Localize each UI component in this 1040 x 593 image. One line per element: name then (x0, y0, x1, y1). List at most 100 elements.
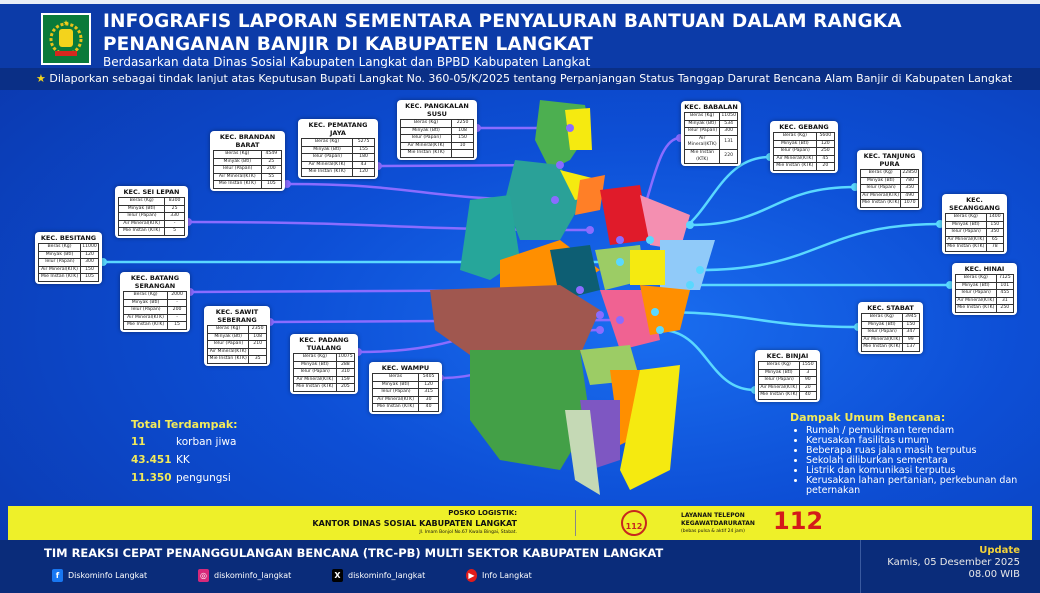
service-line1: LAYANAN TELEPON (681, 512, 745, 519)
impact-item: Rumah / pemukiman terendam (806, 426, 1040, 436)
aid-value: 347 (901, 328, 921, 337)
aid-value: 250 (815, 147, 836, 156)
connector-line (659, 328, 756, 392)
team-name: TIM REAKSI CEPAT PENANGGULANGAN BENCANA … (44, 546, 664, 560)
divider (575, 510, 576, 536)
social-facebook[interactable]: f Diskominfo Langkat (52, 569, 147, 582)
social-instagram[interactable]: ◎ diskominfo_langkat (198, 569, 291, 582)
aid-item: Mie Instan (KTK) (859, 199, 902, 208)
aid-item: Telur (Papan) (683, 127, 721, 136)
connector-dot (551, 196, 559, 204)
district-table: KEC. PEMATANG JAYA Beras (Kg) 5275 Minyak (… (298, 119, 378, 179)
aid-value: 159 (335, 375, 356, 385)
page-title: INFOGRAFIS LAPORAN SEMENTARA PENYALURAN … (103, 10, 902, 56)
aid-value: 120 (418, 380, 439, 390)
decree-note-text: Dilaporkan sebagai tindak lanjut atas Ke… (49, 72, 1013, 85)
aid-value: 43 (352, 160, 375, 170)
aid-value: 3945 (901, 313, 921, 322)
aid-row: Mie Instan (KTK) 120 (300, 168, 375, 177)
posko-name: KANTOR DINAS SOSIAL KABUPATEN LANGKAT (312, 519, 517, 528)
aid-row: Air Mineral(KTK) 131 (683, 134, 738, 150)
decree-note: ★ Dilaporkan sebagai tindak lanjut atas … (0, 68, 1040, 90)
aid-item: Minyak (Btl) (206, 332, 250, 342)
aid-row: Mie Instan (KTK) 20 (773, 162, 836, 171)
aid-item: Mie Instan (KTK) (399, 149, 453, 158)
posko-address: Jl. Imam Bonjol No.67 Kwala Bingai, Stab… (419, 530, 517, 535)
district-name: KEC. PEMATANG JAYA (308, 121, 368, 137)
district-region (600, 185, 650, 245)
header: ★ INFOGRAFIS LAPORAN SEMENTARA PENYALURA… (0, 0, 1040, 69)
aid-row: Telur (Papan) 90 (758, 376, 818, 385)
aid-table: Beras (Kg) 5600 Minyak (Btl) 120 Telur (Papa… (773, 132, 836, 171)
aid-item: Minyak (Btl) (859, 176, 902, 186)
district-table: KEC. SECANGGANG Beras (Kg) 1400 Minyak (Btl… (942, 194, 1007, 254)
aid-value: 108 (451, 126, 474, 136)
aid-table: Beras (Kg) 3945 Minyak (Btl) 150 Telur (Papa… (861, 313, 921, 352)
aid-value: 101 (995, 281, 1015, 291)
total-label: KK (176, 454, 190, 466)
district-table: KEC. PANGKALAN SUSU Beras (Kg) 2250 Minyak … (397, 100, 477, 160)
aid-row: Beras (Kg) 8300 (117, 197, 185, 206)
aid-item: Mie Instan (KTK) (122, 321, 169, 330)
aid-item: Air Mineral(KTK) (861, 335, 903, 345)
aid-row: Minyak (Btl) 150 (861, 320, 921, 330)
aid-value: 180 (352, 153, 375, 162)
connector-line (699, 222, 941, 272)
aid-value: 20 (798, 383, 818, 393)
aid-value: 30 (418, 395, 439, 405)
aid-value: 2250 (451, 119, 474, 128)
aid-value: 288 (335, 360, 356, 370)
district-table: KEC. GEBANG Beras (Kg) 5600 Minyak (Btl) 120… (770, 121, 838, 173)
social-label: diskominfo_langkat (214, 571, 292, 580)
aid-item: Beras (Kg) (758, 361, 800, 370)
connector-dot (686, 221, 694, 229)
district-name: KEC. SAWIT SEBERANG (215, 308, 259, 324)
title-line-1: INFOGRAFIS LAPORAN SEMENTARA PENYALURAN … (103, 11, 902, 32)
aid-item: Mie Instan (KTK) (300, 168, 354, 177)
aid-value: 15 (167, 321, 187, 330)
connector-dot (616, 258, 624, 266)
aid-value: 31 (995, 296, 1015, 306)
impact-item: Kerusakan fasilitas umum (806, 436, 1040, 446)
subtitle: Berdasarkan data Dinas Sosial Kabupaten … (103, 55, 591, 69)
aid-value (248, 347, 267, 357)
aid-row: Minyak (Btl) 120 (38, 250, 99, 260)
aid-item: Minyak (Btl) (371, 380, 420, 390)
aid-row: Minyak (Btl) 534 (683, 119, 738, 129)
total-row: 43.451 KK (131, 454, 238, 472)
aid-item: Mie Instan (KTK) (213, 180, 262, 189)
social-youtube[interactable]: ▶ Info Langkat (466, 569, 532, 582)
aid-value: 20 (815, 162, 836, 171)
district-name: KEC. BINJAI (766, 352, 809, 360)
connector-dot (596, 326, 604, 334)
svg-text:★: ★ (63, 19, 69, 27)
aid-value: 40 (798, 391, 818, 400)
aid-table: Beras (Kg) 11050 Minyak (Btl) 534 Telur (Pap… (683, 112, 738, 165)
aid-row: Beras (Kg) 10075 (293, 353, 356, 362)
district-table: KEC. SAWIT SEBERANG Beras (Kg) 2350 Minyak … (204, 306, 270, 366)
aid-value: 120 (352, 168, 375, 177)
aid-item: Beras (Kg) (861, 313, 903, 322)
total-row: 11.350 pengungsi (131, 472, 238, 490)
aid-row: Mie Instan (KTK) 105 (213, 180, 283, 189)
aid-row: Telur (Papan) 210 (206, 340, 267, 349)
aid-value (451, 149, 474, 158)
aid-item: Telur (Papan) (758, 376, 800, 385)
aid-table: Beras (Kg) 1400 Minyak (Btl) 150 Telur (Papa… (945, 213, 1005, 252)
aid-item: Telur (Papan) (300, 153, 354, 162)
connector-dot (556, 161, 564, 169)
aid-row: Minyak (Btl) 108 (399, 126, 474, 136)
district-region (640, 195, 690, 250)
total-label: korban jiwa (176, 436, 237, 448)
emergency-phone-icon: 112 (621, 510, 647, 536)
aid-row: Air Mineral(KTK) 30 (371, 395, 439, 405)
connector-dot (651, 308, 659, 316)
district-region (565, 410, 600, 495)
aid-row: Telur (Papan) 250 (773, 147, 836, 156)
aid-item: Beras (Kg) (859, 169, 902, 178)
total-label: pengungsi (176, 472, 231, 484)
emergency-number[interactable]: 112 (773, 507, 824, 535)
total-value: 43.451 (131, 454, 172, 466)
aid-row: Air Mineral(KTK) 45 (773, 154, 836, 164)
